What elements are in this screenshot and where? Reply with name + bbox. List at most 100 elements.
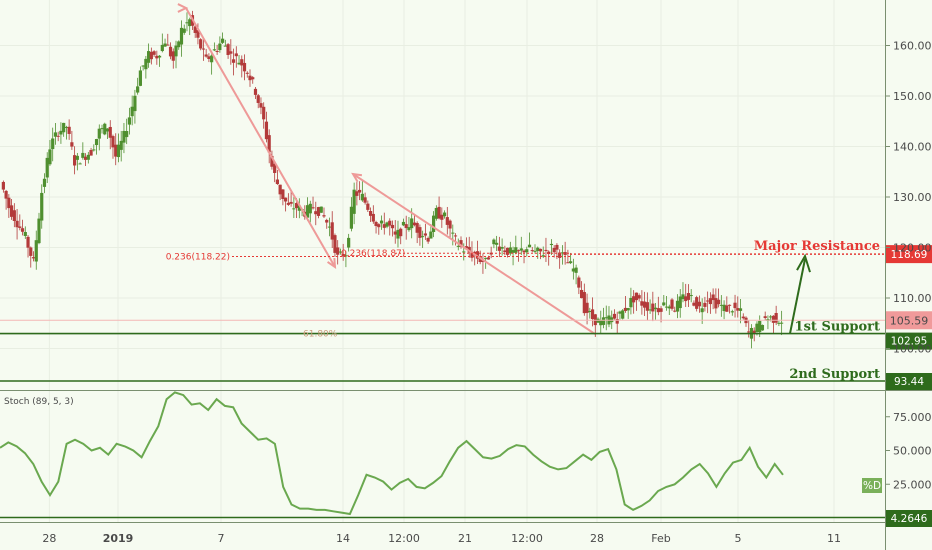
candle-body	[166, 44, 170, 46]
candle-body	[273, 163, 277, 173]
candle-body	[664, 306, 669, 308]
candle-body	[451, 232, 455, 234]
candle-body	[692, 302, 696, 306]
candle-body	[103, 123, 107, 135]
candle-body	[758, 320, 762, 333]
candle-body	[78, 163, 82, 165]
stoch-series-chip	[862, 478, 882, 493]
candle-body	[177, 41, 181, 48]
candle-body	[341, 253, 345, 257]
candle-body	[448, 220, 452, 229]
candle-body	[637, 295, 641, 299]
candle-body	[780, 322, 784, 324]
candle-body	[659, 308, 663, 312]
candle-body	[67, 126, 71, 134]
candle-body	[590, 309, 595, 320]
candle-body	[470, 251, 474, 258]
candle-body	[399, 228, 403, 237]
candle-body	[569, 261, 573, 264]
candle-body	[511, 250, 515, 253]
candle-body	[552, 247, 556, 253]
candle-body	[374, 221, 378, 227]
candle-body	[286, 202, 290, 205]
candle-body	[752, 330, 756, 335]
candle-body	[536, 247, 540, 251]
candle-body	[722, 304, 726, 312]
candle-body	[48, 149, 52, 165]
candle-body	[706, 300, 710, 302]
candle-body	[338, 251, 343, 253]
candle-body	[695, 297, 699, 309]
candle-body	[492, 239, 496, 245]
candle-body	[645, 302, 649, 311]
candle-body	[582, 292, 586, 314]
candle-body	[284, 197, 288, 202]
candle-body	[185, 22, 189, 24]
candle-body	[157, 55, 162, 58]
candle-body	[733, 302, 737, 309]
candle-body	[237, 62, 241, 65]
candle-body	[220, 38, 225, 43]
candle-body	[689, 295, 693, 297]
annotation-layer: Major Resistance 118.69 0.236(118.22) 0.236…	[0, 3, 932, 390]
candle-body	[31, 257, 36, 259]
candle-body	[56, 135, 60, 137]
candle-body	[459, 240, 463, 247]
candle-body	[464, 246, 469, 249]
candle-body	[437, 206, 441, 219]
candle-body	[593, 314, 597, 326]
candle-body	[763, 316, 767, 318]
candle-body	[503, 250, 507, 253]
support2-price-text: 93.44	[894, 376, 924, 388]
candle-body	[133, 95, 137, 112]
candle-body	[760, 324, 765, 331]
resistance-label: Major Resistance	[754, 239, 880, 254]
candle-body	[670, 299, 674, 309]
candle-body	[648, 309, 652, 311]
candle-body	[771, 315, 776, 323]
candle-body	[147, 51, 151, 63]
bounce-arrow-head	[796, 253, 811, 273]
time-tick-label: 2019	[103, 532, 134, 545]
candle-body	[525, 249, 529, 253]
candle-body	[111, 136, 115, 148]
candle-body	[311, 207, 315, 209]
candle-body	[116, 144, 121, 158]
stoch-tick-label: 50.0000	[893, 445, 932, 458]
support2-price-badge	[886, 373, 932, 390]
candle-body	[316, 207, 321, 216]
candle-body	[20, 228, 25, 232]
candle-body	[675, 300, 680, 312]
stoch-last-badge	[886, 510, 932, 527]
stoch-line	[0, 391, 784, 516]
candle-body	[434, 207, 438, 219]
candle-body	[407, 227, 411, 231]
candle-body	[210, 55, 214, 63]
candle-body	[333, 235, 337, 253]
candle-body	[678, 296, 682, 309]
candle-body	[62, 122, 66, 133]
candle-body	[719, 304, 723, 306]
candle-body	[193, 26, 197, 33]
candle-body	[86, 154, 90, 160]
candle-body	[240, 59, 244, 66]
candle-body	[396, 229, 400, 239]
candle-body	[549, 243, 554, 246]
candle-body	[379, 220, 384, 224]
candle-body	[618, 311, 622, 314]
candle-body	[371, 213, 375, 222]
candle-body	[226, 44, 230, 56]
candle-body	[327, 226, 332, 228]
candle-body	[453, 235, 458, 237]
candle-body	[610, 317, 614, 323]
candle-body	[500, 247, 504, 249]
candle-body	[629, 297, 633, 308]
time-tick-label: 5	[735, 532, 742, 545]
candle-body	[319, 206, 323, 213]
candle-body	[201, 48, 206, 50]
candle-body	[426, 238, 430, 242]
stoch-tick-label: 25.0000	[893, 478, 932, 491]
candle-body	[160, 44, 164, 52]
candle-body	[51, 138, 55, 150]
decline-arrow-2-head	[351, 172, 363, 183]
